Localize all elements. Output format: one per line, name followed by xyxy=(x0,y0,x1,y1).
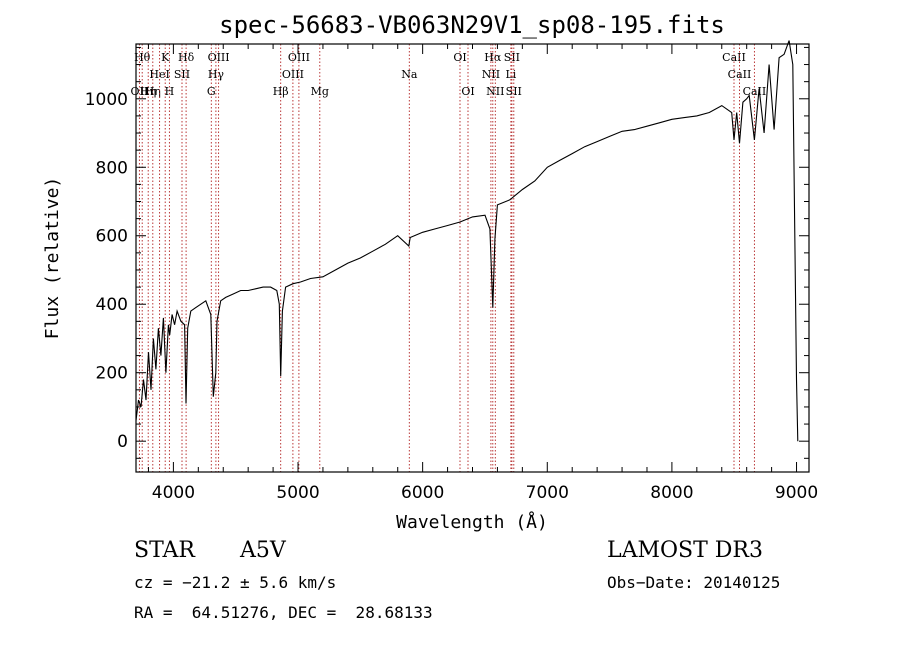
line-marker-label: HeI xyxy=(149,68,169,81)
y-tick-label: 400 xyxy=(96,295,128,315)
spectrum-line xyxy=(135,40,799,442)
line-marker-label: OII xyxy=(131,85,149,98)
x-tick-label: 4000 xyxy=(152,483,195,503)
radial-velocity: cz = −21.2 ± 5.6 km/s xyxy=(134,573,337,592)
line-marker-label: G xyxy=(207,85,216,98)
y-tick-label: 1000 xyxy=(85,90,128,110)
survey-name: LAMOST DR3 xyxy=(607,538,763,563)
line-marker-label: H xyxy=(165,85,175,98)
line-marker-label: SII xyxy=(504,51,520,64)
y-axis-label: Flux (relative) xyxy=(42,177,63,340)
line-marker-label: NII xyxy=(482,68,500,81)
line-marker-label: CaII xyxy=(743,85,767,98)
y-tick-label: 200 xyxy=(96,364,128,384)
x-tick-label: 6000 xyxy=(401,483,444,503)
object-class: STAR xyxy=(134,538,195,563)
y-tick-label: 0 xyxy=(117,432,128,452)
coordinates: RA = 64.51276, DEC = 28.68133 xyxy=(134,603,433,622)
x-tick-label: 7000 xyxy=(526,483,569,503)
line-marker-label: Hδ xyxy=(178,51,195,64)
line-marker-label: NII xyxy=(486,85,504,98)
x-tick-label: 5000 xyxy=(276,483,319,503)
line-marker-label: Hη xyxy=(140,85,156,98)
line-marker-label: OIII xyxy=(288,51,310,64)
line-marker-label: Mg xyxy=(311,85,329,98)
line-marker-label: Na xyxy=(401,68,418,81)
plot-frame xyxy=(135,43,810,473)
line-marker-label: CaII xyxy=(728,68,752,81)
line-marker-label: OI xyxy=(453,51,466,64)
line-marker-label: CaII xyxy=(722,51,746,64)
line-marker-label: OI xyxy=(461,85,474,98)
x-axis-label: Wavelength (Å) xyxy=(396,511,548,533)
line-marker-label: SII xyxy=(506,85,522,98)
line-marker-label: Hγ xyxy=(208,68,225,81)
line-marker-label: Hβ xyxy=(273,85,289,98)
x-axis-ticks: 4000 5000 6000 7000 8000 9000 xyxy=(147,44,818,503)
y-tick-label: 800 xyxy=(96,158,128,178)
line-marker-label: OIII xyxy=(282,68,304,81)
y-axis-ticks: 0 200 400 600 800 1000 xyxy=(85,46,809,459)
y-tick-label: 600 xyxy=(96,227,128,247)
line-marker-label: Hθ xyxy=(134,51,151,64)
line-marker-label: Hα xyxy=(484,51,502,64)
line-marker-label: SII xyxy=(174,68,190,81)
observation-date: Obs−Date: 20140125 xyxy=(607,573,781,592)
object-subclass: A5V xyxy=(240,538,286,563)
x-tick-label: 8000 xyxy=(650,483,693,503)
chart-title: spec-56683-VB063N29V1_sp08-195.fits xyxy=(219,11,725,39)
line-marker-label: Hη xyxy=(145,85,161,98)
line-marker-label: K xyxy=(161,51,170,64)
line-marker-label: Li xyxy=(505,68,516,81)
x-tick-label: 9000 xyxy=(775,483,818,503)
line-marker-label: OIII xyxy=(208,51,230,64)
